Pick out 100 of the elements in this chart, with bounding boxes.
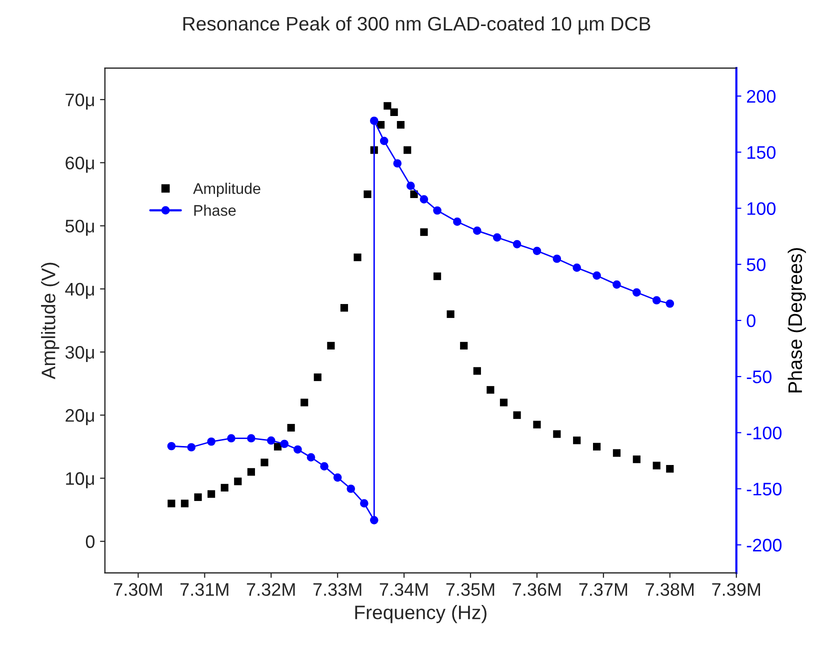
point bbox=[364, 190, 372, 198]
point bbox=[552, 254, 562, 263]
point bbox=[320, 462, 328, 470]
point bbox=[473, 367, 481, 375]
x-tick-label: 7.32M bbox=[246, 583, 295, 596]
point bbox=[266, 436, 276, 445]
point bbox=[396, 121, 405, 129]
point bbox=[247, 468, 255, 476]
point bbox=[420, 195, 428, 204]
point bbox=[652, 296, 661, 304]
point bbox=[433, 206, 442, 215]
y-tick-label: 70μ bbox=[66, 94, 94, 110]
y2-tick-label: -50 bbox=[746, 370, 772, 384]
point bbox=[500, 398, 508, 406]
y2-tick-label: 200 bbox=[747, 90, 776, 103]
point bbox=[167, 442, 176, 450]
y-tick-label: 40μ bbox=[65, 282, 94, 299]
point bbox=[553, 430, 561, 438]
point bbox=[384, 102, 392, 110]
point bbox=[512, 240, 522, 248]
point bbox=[666, 464, 674, 473]
x-tick-label: 7.38M bbox=[646, 583, 694, 596]
point bbox=[194, 493, 202, 501]
point bbox=[306, 453, 316, 462]
point bbox=[294, 445, 302, 454]
point bbox=[666, 299, 674, 308]
x-tick-label: 7.39M bbox=[712, 583, 760, 596]
legend-label: Phase bbox=[194, 204, 236, 216]
point bbox=[460, 342, 468, 350]
point bbox=[573, 436, 581, 444]
y2-axis-title: Phase (Degrees) bbox=[788, 248, 806, 392]
point bbox=[187, 443, 196, 452]
y2-tick-label: 150 bbox=[747, 146, 776, 159]
point bbox=[513, 411, 521, 419]
y-tick-label: 0 bbox=[86, 535, 95, 548]
point bbox=[592, 442, 601, 450]
point bbox=[234, 478, 242, 486]
y-tick-label: 10μ bbox=[66, 472, 94, 488]
y2-tick-label: 50 bbox=[746, 258, 766, 272]
point bbox=[410, 190, 418, 198]
point bbox=[168, 500, 176, 508]
point bbox=[208, 490, 216, 498]
y2-tick-label: -150 bbox=[746, 482, 782, 496]
point bbox=[592, 271, 601, 280]
point bbox=[274, 442, 282, 450]
point bbox=[632, 456, 640, 464]
point bbox=[420, 228, 428, 236]
x-tick-label: 7.33M bbox=[313, 583, 362, 596]
point bbox=[360, 499, 368, 508]
chart-title: Resonance Peak of 300 nm GLAD-coated 10 µm DCB bbox=[183, 16, 650, 34]
point bbox=[533, 420, 541, 428]
x-tick-label: 7.36M bbox=[512, 583, 561, 596]
point bbox=[340, 304, 348, 312]
point bbox=[486, 386, 494, 394]
x-tick-label: 7.30M bbox=[114, 583, 162, 596]
point bbox=[314, 373, 322, 382]
point bbox=[327, 342, 335, 350]
point bbox=[180, 500, 189, 508]
x-tick-label: 7.34M bbox=[380, 583, 428, 596]
point bbox=[380, 136, 388, 146]
point bbox=[406, 182, 415, 190]
point bbox=[492, 233, 502, 242]
point bbox=[227, 434, 236, 442]
point bbox=[287, 424, 295, 432]
point bbox=[572, 264, 582, 272]
point bbox=[220, 484, 228, 492]
point bbox=[370, 116, 378, 125]
point bbox=[333, 473, 342, 482]
point bbox=[260, 458, 268, 466]
point bbox=[532, 246, 542, 256]
y-tick-label: 60μ bbox=[66, 156, 94, 173]
y2-tick-label: 100 bbox=[747, 202, 776, 215]
x-tick-label: 7.35M bbox=[446, 583, 494, 596]
point bbox=[393, 159, 402, 168]
point bbox=[207, 437, 216, 446]
point bbox=[632, 288, 641, 297]
x-tick-label: 7.31M bbox=[180, 583, 228, 596]
point bbox=[247, 434, 256, 442]
point bbox=[300, 398, 308, 406]
y-tick-label: 50μ bbox=[65, 220, 94, 236]
point bbox=[453, 218, 462, 226]
point bbox=[433, 272, 442, 280]
legend-label: Amplitude bbox=[193, 182, 260, 197]
point bbox=[280, 440, 289, 448]
point bbox=[404, 146, 412, 154]
y-axis-title: Amplitude (V) bbox=[41, 262, 60, 380]
point bbox=[390, 108, 398, 116]
point bbox=[612, 449, 621, 457]
y-tick-label: 30μ bbox=[65, 346, 94, 362]
point bbox=[652, 462, 660, 470]
x-tick-label: 7.37M bbox=[579, 583, 628, 596]
y-tick-label: 20μ bbox=[66, 409, 94, 426]
point bbox=[346, 484, 356, 493]
point bbox=[446, 310, 454, 318]
point bbox=[472, 226, 482, 235]
y2-tick-label: 0 bbox=[746, 314, 756, 328]
point bbox=[612, 280, 621, 289]
y2-tick-label: -200 bbox=[746, 538, 782, 552]
x-axis-title: Frequency (Hz) bbox=[355, 605, 486, 624]
y2-tick-label: -100 bbox=[746, 426, 782, 440]
